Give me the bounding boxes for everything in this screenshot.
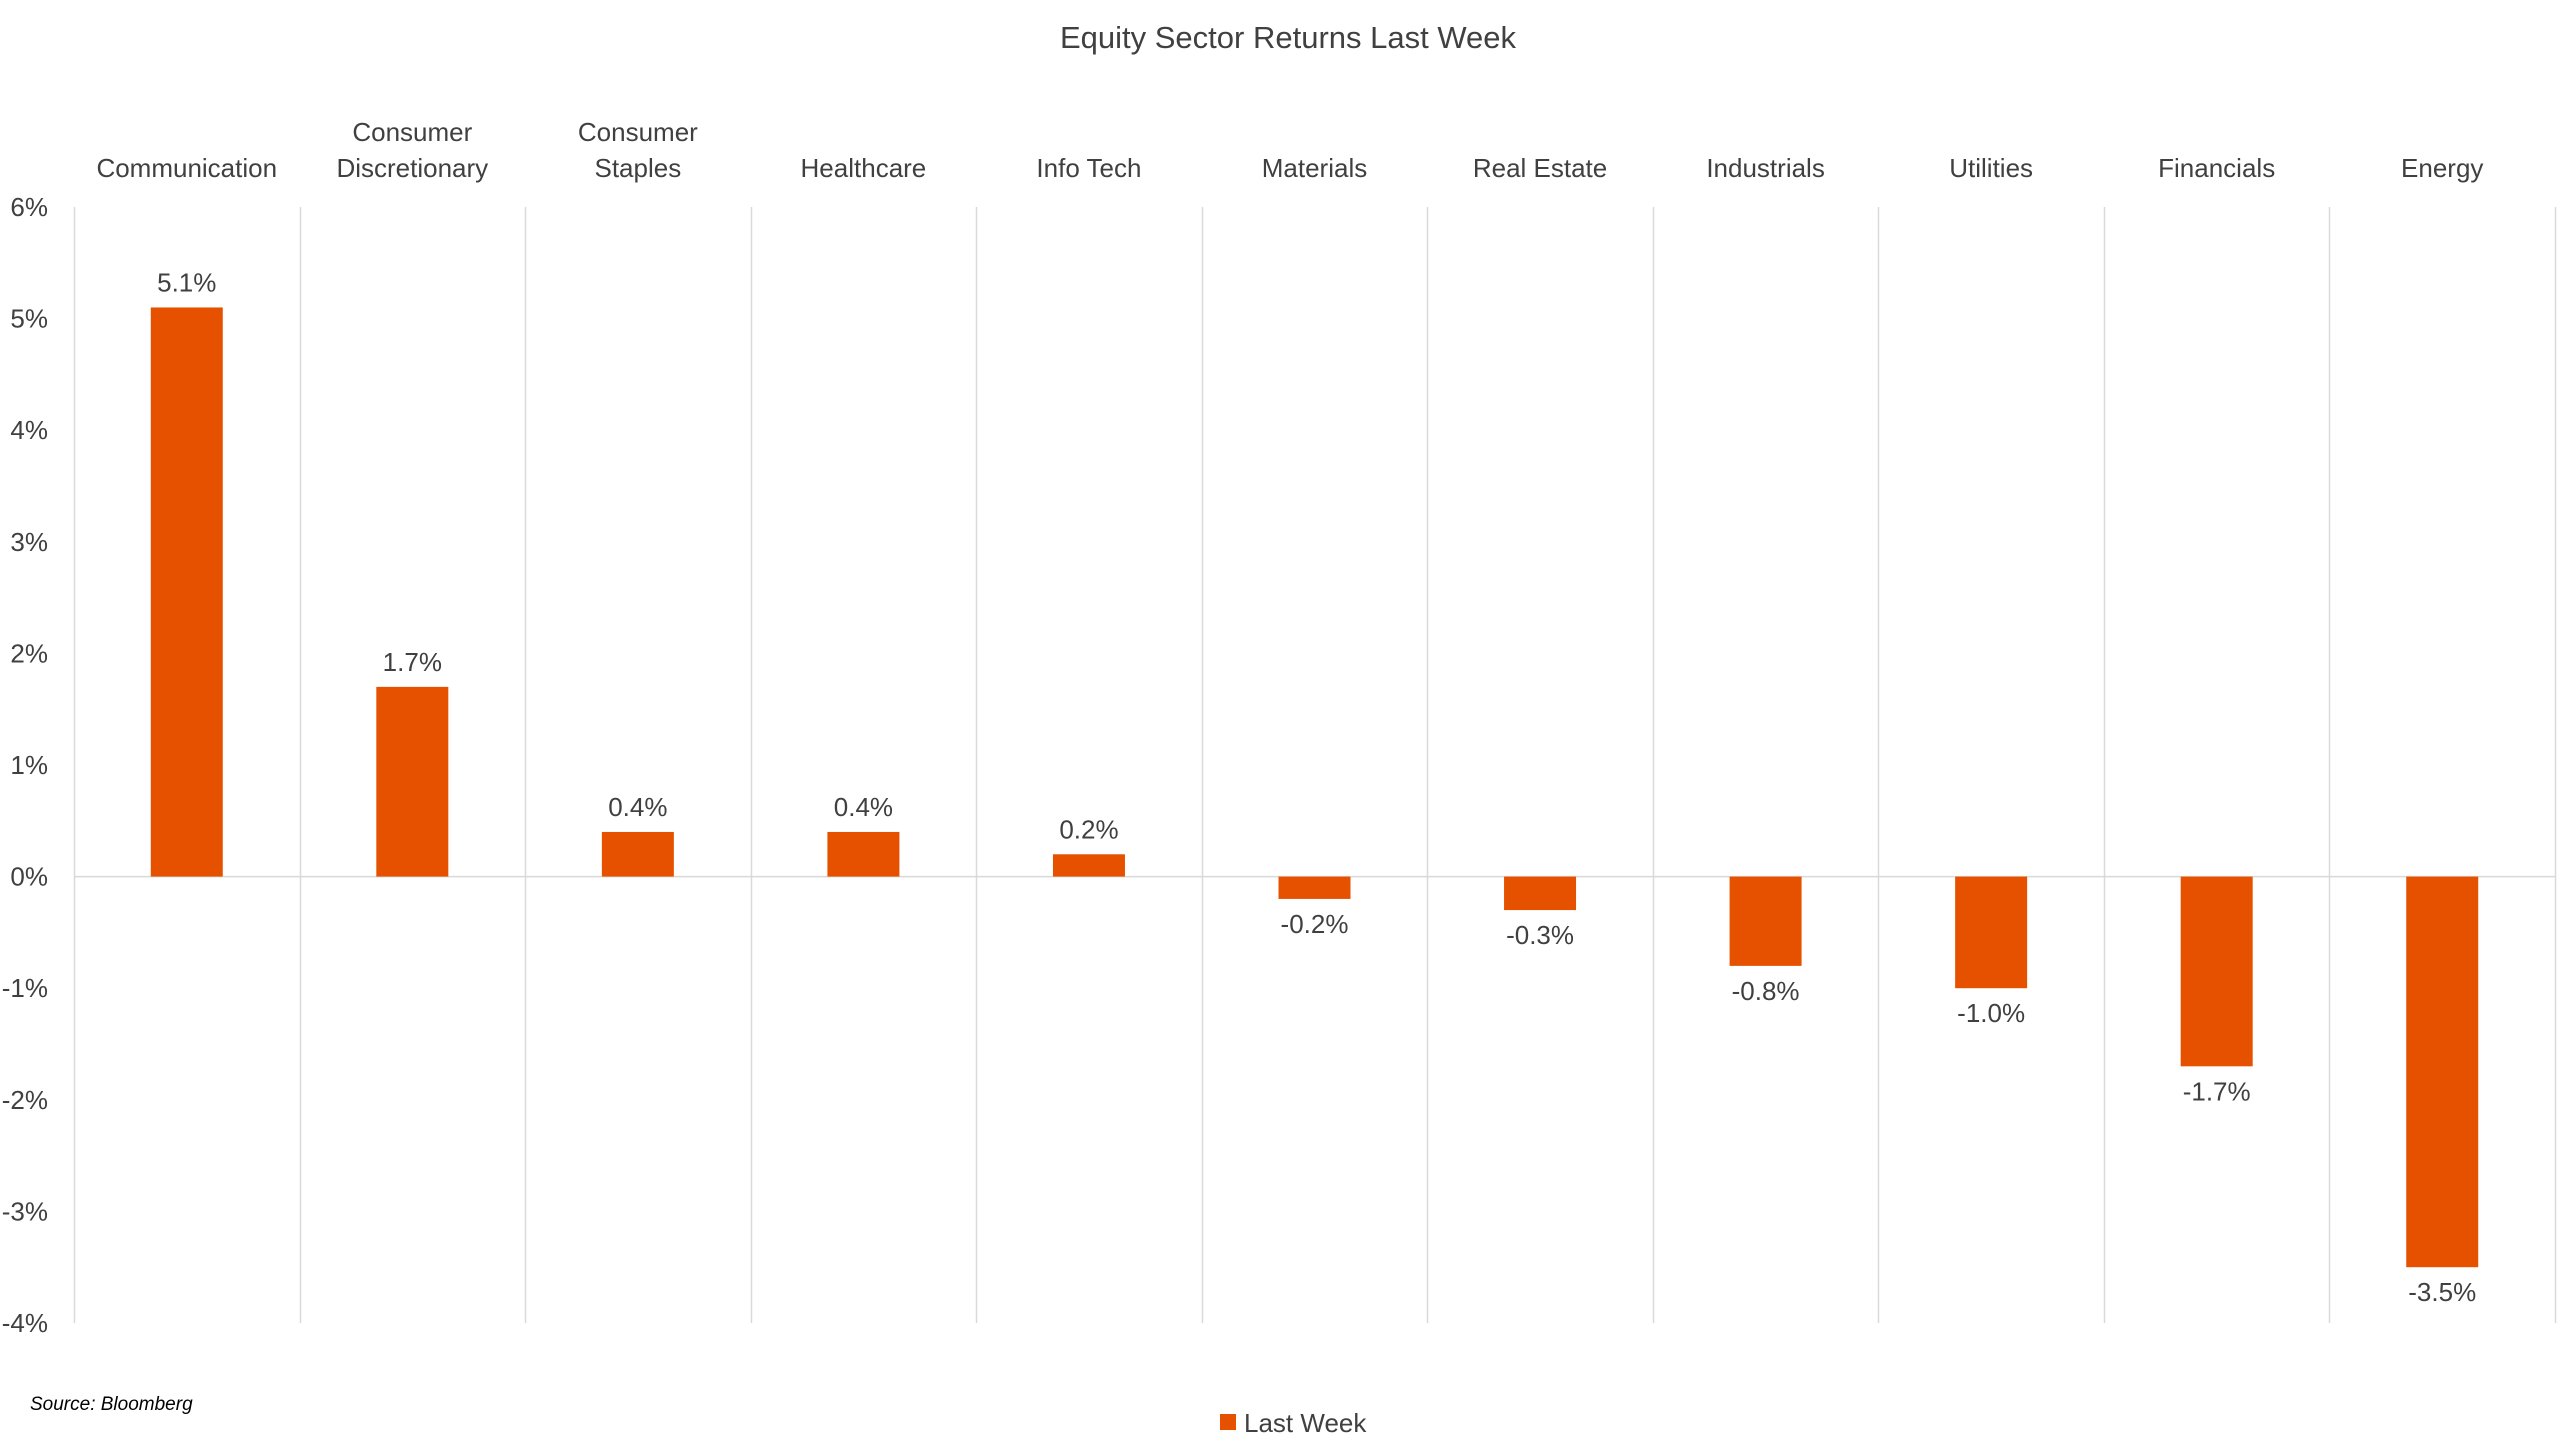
data-label: 0.2%: [1059, 814, 1118, 844]
y-axis-tick-labels: 6% 5% 4% 3% 2% 1% 0% -1% -2% -3% -4%: [2, 192, 48, 1338]
category-label: Communication: [96, 153, 277, 183]
legend-swatch: [1220, 1414, 1236, 1430]
y-tick-label: 5%: [10, 304, 48, 334]
bar: [1504, 876, 1577, 911]
category-label: Utilities: [1949, 153, 2033, 183]
category-labels: Communication Consumer Discretionary Consum…: [96, 117, 2483, 183]
category-label: Industrials: [1706, 153, 1825, 183]
bar: [376, 686, 449, 877]
y-tick-label: 1%: [10, 750, 48, 780]
bar: [827, 831, 900, 877]
data-label: 0.4%: [834, 792, 893, 822]
bar: [601, 831, 674, 877]
bar: [150, 307, 223, 877]
y-tick-label: -1%: [2, 973, 48, 1003]
bar: [2406, 876, 2479, 1268]
data-label: 0.4%: [608, 792, 667, 822]
data-label: -1.7%: [2183, 1076, 2251, 1106]
data-label: -3.5%: [2408, 1277, 2476, 1307]
category-label: Financials: [2158, 153, 2275, 183]
y-tick-label: 0%: [10, 862, 48, 892]
category-label: Info Tech: [1036, 153, 1141, 183]
bar-series: [150, 307, 2479, 1268]
bar: [1729, 876, 1802, 966]
category-label: Consumer Discretionary: [336, 117, 488, 183]
category-label: Materials: [1262, 153, 1367, 183]
y-tick-label: 2%: [10, 638, 48, 668]
data-label: 5.1%: [157, 267, 216, 297]
y-tick-label: -2%: [2, 1085, 48, 1115]
bar: [1278, 876, 1351, 899]
data-label: 1.7%: [383, 647, 442, 677]
category-label: Real Estate: [1473, 153, 1607, 183]
category-label: Healthcare: [801, 153, 927, 183]
data-label: -0.3%: [1506, 920, 1574, 950]
y-tick-label: 6%: [10, 192, 48, 222]
category-label: Energy: [2401, 153, 2483, 183]
bar: [1955, 876, 2028, 989]
y-tick-label: 4%: [10, 415, 48, 445]
data-label: -0.8%: [1732, 976, 1800, 1006]
chart-title: Equity Sector Returns Last Week: [1060, 20, 1517, 55]
data-labels: 5.1% 1.7% 0.4% 0.4% 0.2% -0.2% -0.3% -0.8% -1.0%…: [157, 267, 2476, 1307]
y-tick-label: -3%: [2, 1196, 48, 1226]
legend: Last Week: [1220, 1408, 1367, 1438]
bar: [2180, 876, 2253, 1067]
legend-label: Last Week: [1244, 1408, 1367, 1438]
y-tick-label: -4%: [2, 1308, 48, 1338]
y-tick-label: 3%: [10, 527, 48, 557]
source-note: Source: Bloomberg: [30, 1394, 193, 1415]
data-label: -1.0%: [1957, 998, 2025, 1028]
category-label: Consumer Staples: [578, 117, 698, 183]
data-label: -0.2%: [1281, 909, 1349, 939]
bar: [1052, 854, 1125, 877]
